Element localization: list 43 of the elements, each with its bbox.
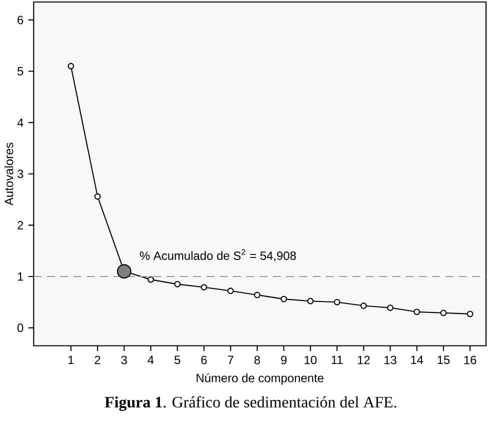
point [200, 284, 208, 290]
x-tick-label: 10 [304, 356, 317, 364]
point [68, 62, 74, 70]
y-tick-label: 4 [17, 118, 24, 126]
point [360, 302, 367, 309]
x-tick-label: 12 [358, 356, 370, 364]
x-tick-label: 1 [68, 356, 74, 364]
y-tick-label: 3 [17, 169, 24, 178]
point [334, 298, 340, 306]
annotation: % Acumulado de S$^{2}$ = 54,908 [140, 248, 296, 262]
x-tick-label: 8 [254, 356, 260, 364]
y-tick-label: 6 [18, 15, 24, 24]
y-tick-label: 0 [17, 323, 24, 332]
point [94, 193, 101, 200]
x-tick-label: 14 [411, 356, 424, 364]
point [174, 280, 181, 288]
x-tick-label: 15 [438, 356, 450, 364]
x-tick-label: 2 [94, 356, 100, 364]
y-tick-label: 2 [18, 220, 24, 230]
x-axis-title: Número de componente [196, 373, 324, 384]
text: Figura 1. Gráfico de sedimentación del AFE. [104, 396, 396, 411]
x-tick-label: 7 [228, 356, 234, 364]
x-tick-label: 3 [121, 356, 127, 364]
x-tick-label: 5 [174, 356, 180, 364]
x-tick-label: 9 [281, 356, 287, 364]
y-axis-title: Autovalores [4, 142, 14, 206]
point [414, 308, 420, 315]
point [466, 310, 474, 317]
x-tick-label: 4 [148, 356, 154, 364]
x-tick-label: 13 [384, 356, 396, 364]
x-tick-label: 11 [332, 356, 343, 364]
point [116, 264, 132, 278]
point [440, 309, 447, 316]
point [148, 276, 154, 283]
y-tick-label: 5 [18, 66, 24, 76]
x-tick-label: 16 [464, 356, 476, 364]
point [254, 292, 260, 298]
point [307, 298, 314, 304]
point [387, 304, 394, 311]
x-tick-label: 6 [201, 356, 207, 364]
y-tick-label: 1 [18, 272, 24, 280]
point [280, 296, 288, 302]
point [227, 287, 234, 294]
